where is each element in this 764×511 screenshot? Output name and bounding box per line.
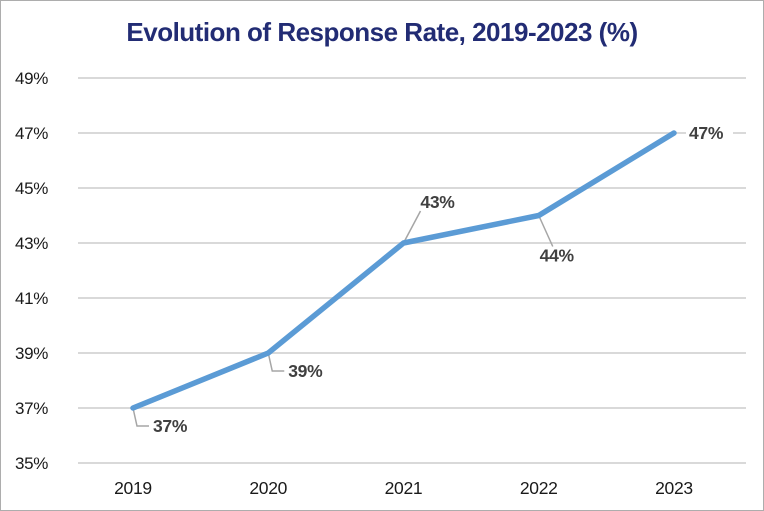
y-tick-label: 49% bbox=[15, 69, 48, 88]
leader-line bbox=[132, 407, 149, 427]
leader-line bbox=[267, 352, 285, 372]
x-tick-label: 2023 bbox=[655, 478, 693, 498]
series-line bbox=[130, 130, 677, 411]
data-label: 47% bbox=[689, 123, 724, 143]
y-tick-label: 43% bbox=[15, 234, 48, 253]
x-tick-label: 2020 bbox=[249, 478, 287, 498]
leader-line bbox=[402, 210, 422, 244]
data-label: 39% bbox=[288, 361, 323, 381]
y-tick-label: 37% bbox=[15, 399, 48, 418]
chart-title: Evolution of Response Rate, 2019-2023 (%… bbox=[126, 17, 638, 47]
x-tick-label: 2019 bbox=[114, 478, 152, 498]
x-tick-label: 2022 bbox=[520, 478, 558, 498]
y-tick-label: 39% bbox=[15, 344, 48, 363]
data-label-backing bbox=[686, 121, 733, 145]
y-tick-label: 45% bbox=[15, 179, 48, 198]
data-label: 37% bbox=[153, 416, 188, 436]
x-tick-label: 2021 bbox=[385, 478, 423, 498]
y-tick-label: 47% bbox=[15, 124, 48, 143]
leader-line bbox=[538, 215, 554, 247]
data-label: 43% bbox=[420, 192, 455, 212]
data-label: 44% bbox=[540, 246, 575, 266]
y-tick-label: 41% bbox=[15, 289, 48, 308]
y-tick-label: 35% bbox=[15, 454, 48, 473]
